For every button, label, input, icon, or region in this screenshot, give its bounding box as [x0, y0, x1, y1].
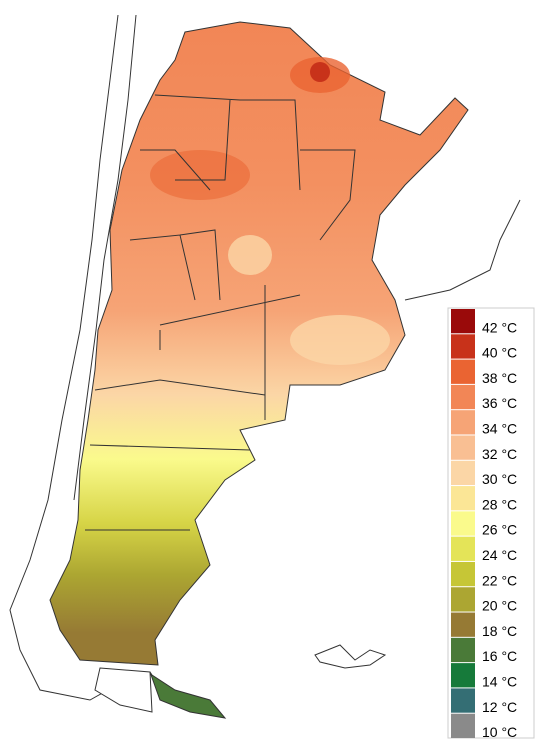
legend-label: 20 °C — [482, 598, 517, 614]
legend-label: 16 °C — [482, 648, 517, 664]
legend-label: 30 °C — [482, 471, 517, 487]
legend-label: 26 °C — [482, 522, 517, 538]
legend-swatch — [451, 637, 475, 663]
legend-swatch — [451, 688, 475, 713]
legend-swatch — [451, 460, 475, 486]
legend-label: 10 °C — [482, 724, 517, 740]
hot-spot — [310, 62, 330, 82]
legend-swatch — [451, 587, 475, 612]
legend-label: 42 °C — [482, 319, 517, 335]
legend-swatch — [451, 536, 475, 561]
legend-swatch — [451, 511, 475, 536]
legend-swatch — [451, 486, 475, 511]
tierra-del-fuego-chile — [94, 667, 153, 713]
uruguay-coast — [404, 199, 521, 301]
province-borders — [85, 94, 356, 531]
argentina — [49, 21, 469, 666]
legend-swatch — [451, 334, 475, 359]
legend-swatch — [451, 612, 475, 637]
legend-label: 22 °C — [482, 572, 517, 588]
falklands — [314, 644, 387, 669]
legend-label: 28 °C — [482, 496, 517, 512]
legend-swatch — [451, 435, 475, 460]
legend-label: 12 °C — [482, 699, 517, 715]
legend-label: 32 °C — [482, 446, 517, 462]
legend-label: 18 °C — [482, 623, 517, 639]
chile-outline — [9, 14, 141, 701]
hot-spot — [150, 150, 250, 200]
legend-label: 34 °C — [482, 421, 517, 437]
tierra-del-fuego — [149, 671, 227, 719]
legend-label: 36 °C — [482, 395, 517, 411]
legend-swatch — [451, 561, 475, 587]
chile-border — [73, 14, 137, 501]
legend-swatch — [451, 663, 475, 688]
legend-swatch — [451, 713, 475, 738]
legend-label: 40 °C — [482, 345, 517, 361]
legend-label: 38 °C — [482, 370, 517, 386]
legend-swatch — [451, 309, 475, 334]
legend-swatch — [451, 410, 475, 435]
legend-label: 14 °C — [482, 673, 517, 689]
legend-label: 24 °C — [482, 547, 517, 563]
legend-swatch — [451, 359, 475, 384]
legend: 42 °C 40 °C 38 °C 36 °C 34 °C 32 °C 30 °C 28 °C… — [447, 307, 535, 740]
cool-spot — [290, 315, 390, 365]
cool-spot — [228, 235, 272, 275]
legend-swatch — [451, 384, 475, 410]
